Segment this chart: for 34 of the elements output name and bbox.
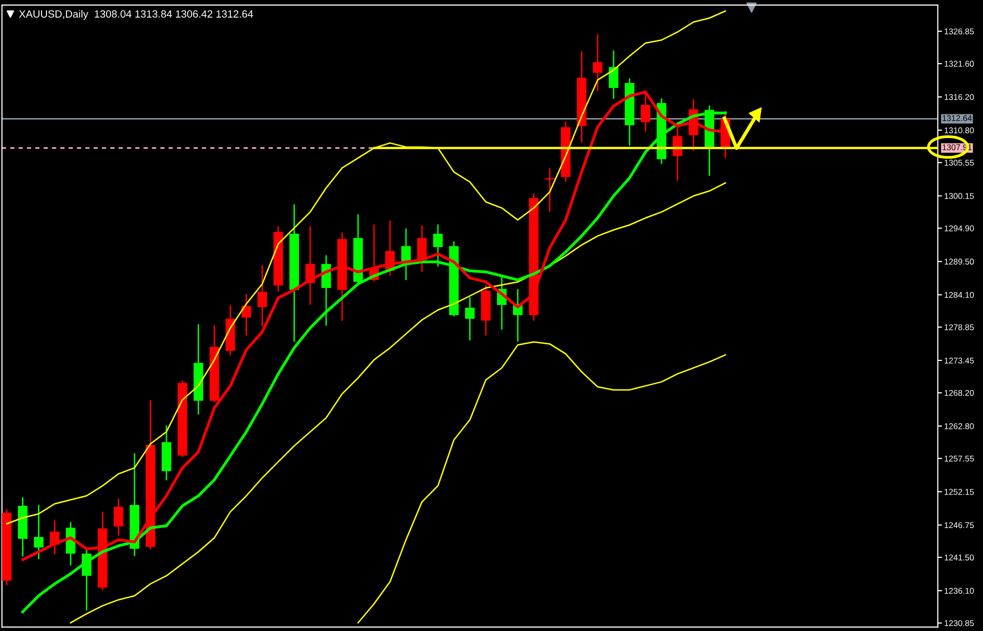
candlestick xyxy=(417,225,427,272)
ref-line-label: 1312.64 xyxy=(942,115,972,122)
line-series xyxy=(357,341,726,624)
y-tick-label: 1316.20 xyxy=(944,94,974,100)
y-tick-label: 1268.20 xyxy=(944,390,974,396)
y-tick-label: 1310.80 xyxy=(944,127,974,134)
y-tick-label: 1284.10 xyxy=(944,292,974,298)
y-tick-label: 1305.55 xyxy=(944,160,974,166)
chart-title: XAUUSD,Daily 1308.04 1313.84 1306.42 1312.64 xyxy=(19,10,254,20)
candlestick xyxy=(242,294,252,336)
y-tick-label: 1300.15 xyxy=(944,193,974,199)
candlestick xyxy=(592,34,602,91)
y-tick-label: 1252.15 xyxy=(944,488,974,495)
y-tick-label: 1241.50 xyxy=(944,554,974,560)
line-series xyxy=(70,182,726,624)
y-tick-label: 1326.85 xyxy=(944,28,974,34)
y-tick-label: 1273.45 xyxy=(944,358,974,364)
y-tick-label: 1236.10 xyxy=(944,588,974,594)
y-tick-label: 1262.80 xyxy=(944,423,974,430)
candlestick xyxy=(114,498,124,536)
y-tick-label: 1246.75 xyxy=(944,522,974,528)
candlestick xyxy=(433,224,443,266)
y-tick-label: 1321.60 xyxy=(944,60,974,67)
y-tick-label: 1278.85 xyxy=(944,324,974,330)
candlestick xyxy=(401,228,411,280)
candlestick xyxy=(34,504,44,560)
y-tick-label: 1230.85 xyxy=(944,620,974,626)
y-tick-label: 1289.50 xyxy=(944,258,974,265)
candlestick xyxy=(465,297,475,340)
y-tick-label: 1294.90 xyxy=(944,225,974,232)
candlestick xyxy=(672,126,682,181)
candlestick xyxy=(257,265,268,327)
candlestick xyxy=(608,50,618,99)
y-tick-label: 1257.55 xyxy=(944,456,974,462)
